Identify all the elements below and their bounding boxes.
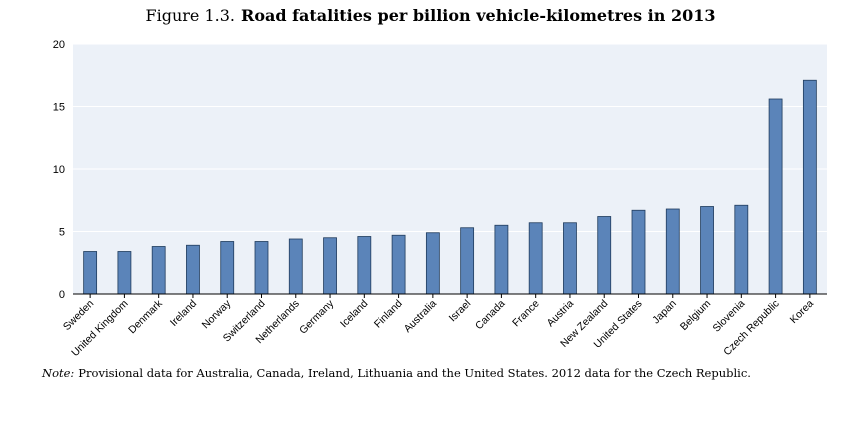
bar	[665, 208, 680, 295]
y-tick-label: 5	[59, 227, 65, 239]
note-label: Note:	[42, 366, 75, 380]
x-tick-label: Iceland	[338, 298, 371, 331]
bar	[631, 209, 646, 295]
x-tick-label: Norway	[200, 297, 234, 331]
bar	[288, 238, 303, 295]
bar	[83, 251, 98, 295]
y-tick-label: 15	[53, 102, 65, 114]
bar	[357, 236, 372, 295]
x-tick-label: Korea	[788, 298, 816, 326]
x-tick-label: Germany	[297, 297, 337, 337]
y-axis: 0 5 10 15 20	[53, 39, 65, 301]
bar	[563, 222, 577, 295]
figure-note: Note: Provisional data for Australia, Can…	[42, 366, 751, 380]
bar	[700, 206, 714, 295]
x-tick-label: Canada	[473, 298, 508, 333]
x-tick-label: Belgium	[678, 297, 713, 332]
x-tick-label: Finland	[372, 298, 405, 331]
x-tick-label: Japan	[650, 298, 679, 327]
bar	[117, 251, 132, 295]
bar	[323, 237, 337, 295]
bar	[220, 241, 235, 295]
y-tick-label: 20	[53, 39, 65, 51]
bar	[425, 232, 440, 295]
bar	[768, 98, 783, 295]
bar	[528, 222, 543, 295]
bar	[391, 234, 406, 295]
x-tick-label: Denmark	[126, 297, 165, 336]
bars	[83, 79, 817, 295]
y-tick-label: 10	[53, 164, 65, 176]
x-tick-label: Israel	[447, 298, 474, 325]
bar	[254, 241, 269, 295]
figure-label: Figure 1.3.	[145, 6, 236, 25]
bar	[802, 79, 817, 295]
x-tick-label: France	[510, 298, 542, 330]
y-tick-label: 0	[59, 289, 65, 301]
bar	[597, 216, 612, 295]
bar	[494, 224, 509, 295]
bar	[734, 204, 749, 295]
x-tick-label: Austria	[544, 298, 576, 330]
figure-title: Figure 1.3. Road fatalities per billion v…	[0, 6, 861, 25]
bar	[460, 227, 475, 295]
x-tick-label: Australia	[402, 298, 439, 335]
x-tick-label: Ireland	[168, 298, 199, 329]
chart-title: Road fatalities per billion vehicle-kilo…	[241, 6, 716, 25]
bar	[186, 244, 200, 295]
note-text: Provisional data for Australia, Canada, …	[78, 366, 751, 380]
bar	[151, 246, 166, 295]
